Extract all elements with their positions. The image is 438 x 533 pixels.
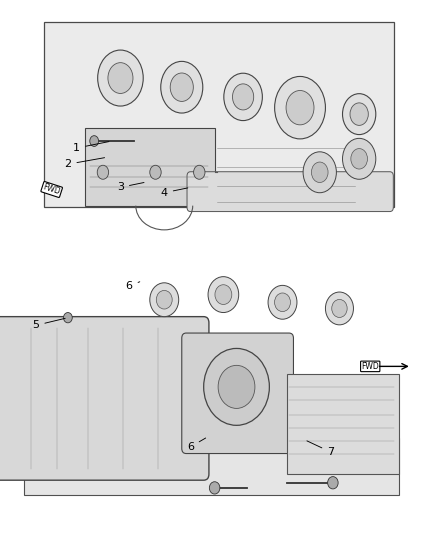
Circle shape (150, 165, 161, 179)
Circle shape (275, 293, 290, 312)
Circle shape (161, 61, 203, 113)
Circle shape (311, 162, 328, 182)
Circle shape (224, 73, 262, 120)
Circle shape (209, 482, 220, 494)
FancyBboxPatch shape (0, 317, 209, 480)
Circle shape (275, 76, 325, 139)
Text: FWD: FWD (42, 182, 61, 197)
Text: 6: 6 (126, 281, 140, 291)
Circle shape (328, 477, 338, 489)
Circle shape (286, 91, 314, 125)
Circle shape (150, 283, 179, 317)
Circle shape (90, 136, 99, 147)
Circle shape (332, 300, 347, 318)
FancyBboxPatch shape (187, 172, 393, 212)
Circle shape (343, 139, 376, 179)
FancyBboxPatch shape (182, 333, 293, 454)
Circle shape (350, 103, 368, 125)
Circle shape (108, 63, 133, 93)
Text: 4: 4 (161, 188, 188, 198)
Circle shape (194, 165, 205, 179)
Circle shape (64, 312, 72, 323)
Circle shape (156, 290, 172, 309)
Circle shape (170, 73, 193, 101)
Circle shape (98, 50, 143, 106)
Circle shape (233, 84, 254, 110)
Text: FWD: FWD (361, 362, 379, 371)
FancyBboxPatch shape (44, 21, 394, 207)
Text: 5: 5 (32, 318, 65, 330)
Text: 6: 6 (187, 438, 206, 452)
Circle shape (218, 365, 255, 408)
Circle shape (204, 349, 269, 425)
Circle shape (303, 152, 336, 193)
Circle shape (97, 165, 109, 179)
Circle shape (208, 277, 239, 312)
Text: 2: 2 (64, 158, 105, 169)
Text: 3: 3 (117, 182, 144, 192)
Text: 1: 1 (73, 142, 109, 153)
Circle shape (325, 292, 353, 325)
Circle shape (343, 94, 376, 134)
FancyBboxPatch shape (287, 374, 399, 474)
FancyBboxPatch shape (85, 127, 215, 206)
Circle shape (215, 285, 232, 304)
Circle shape (351, 149, 367, 169)
FancyBboxPatch shape (24, 438, 399, 495)
Text: 7: 7 (307, 441, 334, 457)
Circle shape (268, 285, 297, 319)
